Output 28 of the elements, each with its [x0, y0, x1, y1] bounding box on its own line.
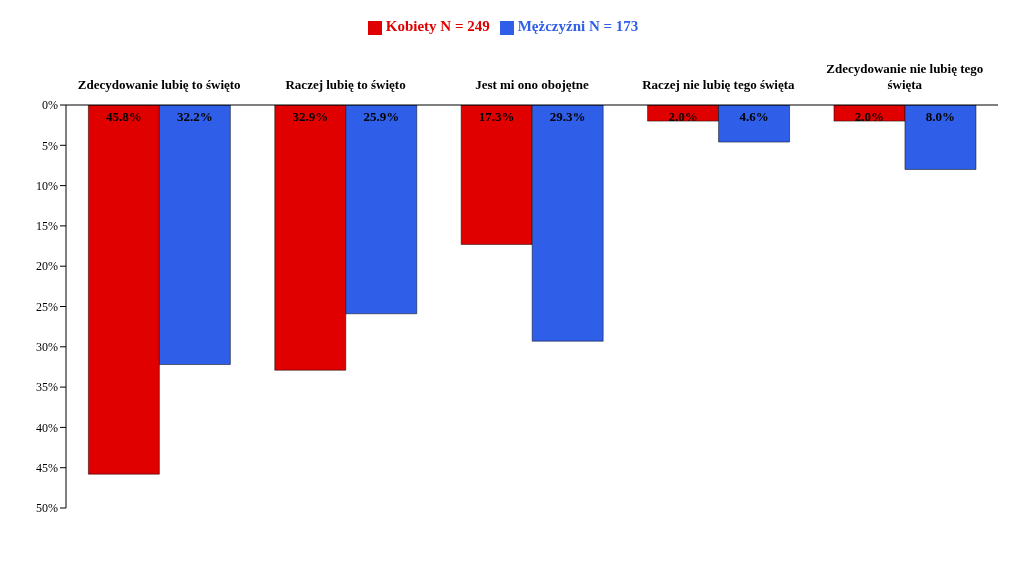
y-tick-label: 0% [42, 98, 58, 113]
y-tick-label: 30% [36, 340, 58, 355]
y-tick-label: 25% [36, 299, 58, 314]
y-tick-label: 50% [36, 501, 58, 516]
y-tick-label: 10% [36, 178, 58, 193]
legend-label: Kobiety N = 249 [385, 18, 490, 34]
legend-label: Mężczyźni N = 173 [517, 18, 639, 34]
data-label: 45.8% [105, 109, 142, 124]
x-tick-label: Raczej lubię to święto [285, 77, 406, 92]
y-tick-label: 45% [36, 460, 58, 475]
data-label: 25.9% [363, 109, 400, 124]
y-tick-label: 35% [36, 380, 58, 395]
x-tick-label: Raczej nie lubię tego święta [642, 77, 796, 92]
data-label: 2.0% [854, 109, 885, 124]
data-label: 32.2% [176, 109, 213, 124]
y-tick-label: 15% [36, 219, 58, 234]
data-label: 32.9% [292, 109, 329, 124]
x-tick-label: Zdecydowanie nie lubię tego święta [826, 61, 984, 92]
y-tick-label: 40% [36, 420, 58, 435]
data-label: 4.6% [739, 109, 769, 124]
data-label: 29.3% [549, 109, 586, 124]
y-tick-label: 5% [42, 138, 58, 153]
y-tick-label: 20% [36, 259, 58, 274]
x-tick-label: Zdecydowanie lubię to święto [77, 77, 241, 92]
data-label: 2.0% [668, 109, 698, 124]
data-label: 8.0% [925, 109, 956, 124]
data-label: 17.3% [478, 109, 515, 124]
x-tick-label: Jest mi ono obojętne [475, 77, 590, 92]
